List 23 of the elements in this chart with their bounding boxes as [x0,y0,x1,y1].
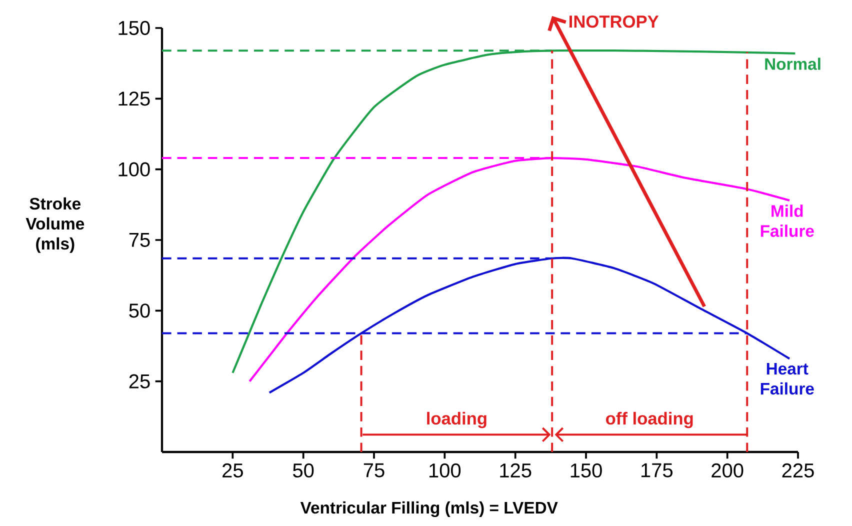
x-tick-label: 200 [712,463,744,478]
y-tick-label: 50 [129,304,150,318]
series-label: Normal [765,58,820,70]
y-tick-label: 125 [118,92,150,106]
y-tick-label: 100 [118,162,150,176]
y-tick-label: 150 [118,20,150,36]
x-tick-label: 50 [293,463,314,478]
x-tick-label: 100 [430,463,461,478]
x-axis-title: Ventricular Filling (mls) = LVEDV [300,501,558,518]
x-tick-label: 225 [782,463,814,478]
annotation: loading [427,412,486,428]
y-tick-label: 75 [129,233,150,247]
y-axis-title: Stroke Volume (mls) [26,197,84,253]
annotation: off loading [606,412,693,428]
x-tick-label: 150 [570,463,602,478]
x-tick-label: 25 [222,463,243,478]
x-tick-label: 175 [642,463,673,478]
series-label: Heart Failure [760,362,814,395]
x-tick-label: 75 [364,463,384,478]
x-tick-label: 125 [500,463,532,478]
series-label: Mild Failure [760,204,814,237]
text: INOTROPY [570,15,659,28]
y-tick-label: 25 [129,374,150,388]
